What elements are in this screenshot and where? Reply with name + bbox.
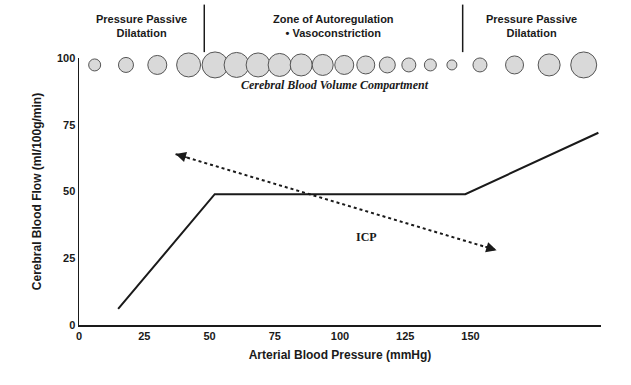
svg-text:50: 50 <box>203 330 215 342</box>
svg-text:Cerebral Blood Flow (ml/100g/m: Cerebral Blood Flow (ml/100g/min) <box>30 93 44 290</box>
svg-text:Zone of Autoregulation• Vasoco: Zone of Autoregulation• Vasoconstriction <box>273 13 394 39</box>
svg-text:75: 75 <box>63 119 75 131</box>
svg-text:0: 0 <box>69 319 75 331</box>
svg-text:150: 150 <box>461 330 479 342</box>
svg-text:Pressure PassiveDilatation: Pressure PassiveDilatation <box>486 13 577 39</box>
svg-text:125: 125 <box>396 330 414 342</box>
svg-text:Cerebral Blood Volume Compartm: Cerebral Blood Volume Compartment <box>241 78 429 92</box>
svg-text:50: 50 <box>63 185 75 197</box>
svg-text:75: 75 <box>269 330 281 342</box>
svg-text:Pressure PassiveDilatation: Pressure PassiveDilatation <box>96 13 187 39</box>
svg-text:ICP: ICP <box>356 230 377 244</box>
svg-text:25: 25 <box>63 252 75 264</box>
svg-text:0: 0 <box>76 330 82 342</box>
svg-text:100: 100 <box>57 52 75 64</box>
svg-text:100: 100 <box>331 330 349 342</box>
svg-text:25: 25 <box>138 330 150 342</box>
svg-text:Arterial Blood Pressure (mmHg): Arterial Blood Pressure (mmHg) <box>249 348 432 362</box>
